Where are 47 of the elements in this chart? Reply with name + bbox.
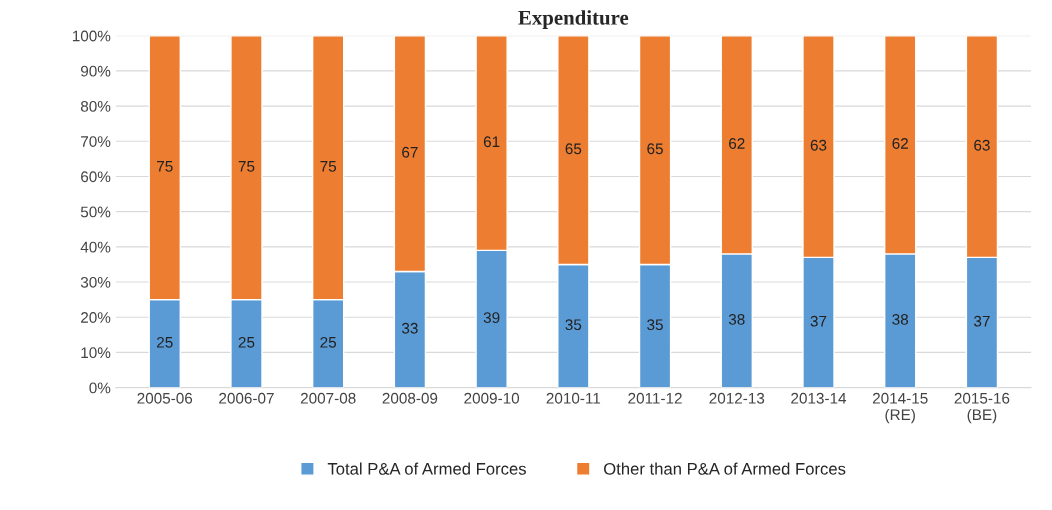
data-label: 38 xyxy=(728,314,745,325)
x-tick-label: 2009-10 xyxy=(464,392,520,404)
y-tick-label: 20% xyxy=(81,312,111,323)
x-tick-label: 2014-15 (RE) xyxy=(872,392,928,424)
data-label: 25 xyxy=(320,336,337,348)
data-label: 75 xyxy=(320,161,337,172)
data-label: 33 xyxy=(401,322,418,334)
legend-label: Total P&A of Armed Forces xyxy=(327,462,526,475)
x-tick-label: 2005-06 xyxy=(137,392,193,404)
x-tick-label: 2008-09 xyxy=(382,392,438,404)
y-tick-label: 30% xyxy=(80,276,111,288)
data-label: 35 xyxy=(565,319,582,331)
y-tick-label: 70% xyxy=(81,136,111,147)
x-tick-label: 2013-14 xyxy=(791,392,847,404)
chart-title: Expenditure xyxy=(518,10,629,30)
y-tick-label: 50% xyxy=(80,206,111,218)
data-label: 65 xyxy=(647,143,663,155)
data-label: 75 xyxy=(238,161,255,172)
data-label: 38 xyxy=(892,314,909,325)
data-label: 63 xyxy=(810,139,827,151)
x-tick-label: 2011-12 xyxy=(628,392,682,404)
y-tick-label: 90% xyxy=(81,65,111,77)
data-label: 39 xyxy=(483,312,500,324)
x-tick-label: 2015-16 (BE) xyxy=(954,392,1010,424)
data-label: 63 xyxy=(974,139,990,151)
data-label: 25 xyxy=(157,336,173,348)
y-tick-label: 60% xyxy=(81,171,111,183)
y-tick-label: 40% xyxy=(80,241,111,253)
x-tick-label: 2006-07 xyxy=(219,392,274,404)
data-label: 75 xyxy=(157,161,173,172)
data-label: 67 xyxy=(402,146,418,158)
data-label: 35 xyxy=(647,319,663,331)
legend-label: Other than P&A of Armed Forces xyxy=(604,462,846,475)
data-label: 61 xyxy=(483,136,500,148)
data-label: 37 xyxy=(974,315,990,327)
x-tick-label: 2007-08 xyxy=(300,392,356,404)
x-tick-label: 2012-13 xyxy=(709,392,765,404)
y-tick-label: 10% xyxy=(81,347,111,359)
y-tick-label: 0% xyxy=(89,382,111,394)
y-tick-label: 80% xyxy=(80,100,111,112)
data-label: 62 xyxy=(729,138,745,149)
data-label: 25 xyxy=(238,336,255,348)
data-label: 65 xyxy=(565,143,582,155)
x-tick-label: 2010-11 xyxy=(546,392,601,404)
y-tick-label: 100% xyxy=(72,30,111,42)
data-label: 37 xyxy=(810,315,827,327)
data-label: 62 xyxy=(892,138,908,149)
